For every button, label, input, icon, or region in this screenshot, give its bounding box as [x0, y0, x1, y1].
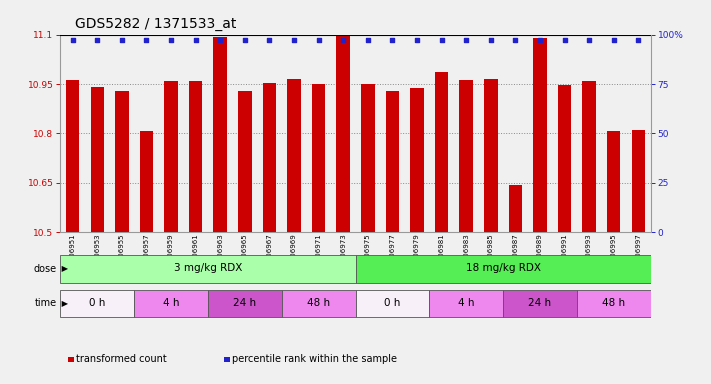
Bar — [385, 91, 399, 232]
Text: 0 h: 0 h — [89, 298, 105, 308]
Bar — [262, 83, 276, 232]
Bar — [60, 290, 134, 317]
Bar — [238, 91, 252, 232]
Bar — [508, 185, 522, 232]
Text: 0 h: 0 h — [384, 298, 400, 308]
Bar — [361, 84, 375, 232]
Point — [313, 37, 324, 43]
Point — [362, 37, 373, 43]
Bar — [435, 73, 449, 232]
Bar — [577, 290, 651, 317]
Point — [387, 37, 398, 43]
Text: time: time — [35, 298, 57, 308]
Bar — [287, 79, 301, 232]
Point — [584, 37, 595, 43]
Text: ▶: ▶ — [59, 299, 68, 308]
Bar — [557, 84, 571, 232]
Text: 24 h: 24 h — [233, 298, 257, 308]
Bar — [582, 81, 596, 232]
Text: 18 mg/kg RDX: 18 mg/kg RDX — [466, 263, 540, 273]
Point — [141, 37, 152, 43]
Bar — [631, 130, 645, 232]
Text: 4 h: 4 h — [163, 298, 179, 308]
Bar — [533, 38, 547, 232]
Bar — [282, 290, 356, 317]
Point — [461, 37, 472, 43]
Bar — [115, 91, 129, 232]
Point — [338, 37, 349, 43]
Point — [264, 37, 275, 43]
Bar — [356, 255, 651, 283]
Bar — [60, 255, 356, 283]
Bar — [607, 131, 621, 232]
Bar — [90, 87, 104, 232]
Text: 48 h: 48 h — [307, 298, 330, 308]
Text: 48 h: 48 h — [602, 298, 625, 308]
Text: percentile rank within the sample: percentile rank within the sample — [232, 354, 397, 364]
Bar — [312, 84, 326, 232]
Bar — [503, 290, 577, 317]
Text: dose: dose — [33, 264, 57, 274]
Point — [510, 37, 521, 43]
Text: 3 mg/kg RDX: 3 mg/kg RDX — [173, 263, 242, 273]
Bar — [336, 36, 350, 232]
Bar — [213, 37, 227, 232]
Point — [166, 37, 177, 43]
Point — [92, 37, 103, 43]
Point — [116, 37, 127, 43]
Bar — [140, 131, 154, 232]
Point — [411, 37, 422, 43]
Point — [67, 37, 78, 43]
Text: 4 h: 4 h — [458, 298, 474, 308]
Point — [190, 37, 201, 43]
Bar — [189, 81, 203, 232]
Point — [608, 37, 619, 43]
Point — [485, 37, 496, 43]
Bar — [208, 290, 282, 317]
Bar — [66, 80, 80, 232]
Point — [215, 37, 226, 43]
Text: GDS5282 / 1371533_at: GDS5282 / 1371533_at — [75, 17, 236, 31]
Point — [436, 37, 447, 43]
Bar — [410, 88, 424, 232]
Text: transformed count: transformed count — [76, 354, 166, 364]
Point — [534, 37, 545, 43]
Point — [633, 37, 644, 43]
Text: 24 h: 24 h — [528, 298, 552, 308]
Bar — [356, 290, 429, 317]
Bar — [134, 290, 208, 317]
Bar — [459, 80, 473, 232]
Text: ▶: ▶ — [59, 264, 68, 273]
Bar — [429, 290, 503, 317]
Point — [239, 37, 250, 43]
Point — [559, 37, 570, 43]
Bar — [164, 81, 178, 232]
Point — [289, 37, 300, 43]
Bar — [484, 79, 498, 232]
